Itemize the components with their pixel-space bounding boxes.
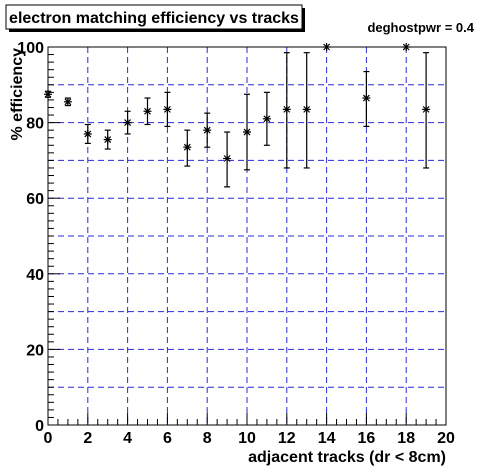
x-tick-label: 0 (44, 430, 53, 447)
chart-title: electron matching efficiency vs tracks (9, 10, 299, 27)
data-points (44, 43, 431, 188)
data-point (282, 52, 291, 169)
data-point (302, 52, 311, 169)
marker-stroke (203, 126, 211, 134)
y-tick-label: 40 (26, 267, 44, 284)
x-tick-label: 8 (203, 430, 212, 447)
x-tick-labels: 0 2 4 6 8 10 12 14 16 18 20 (44, 430, 455, 447)
marker-stroke (323, 43, 331, 51)
chart-annotation: deghostpwr = 0.4 (367, 20, 474, 35)
marker-stroke (44, 90, 52, 98)
y-tick-labels: 0 20 40 60 80 100 (17, 40, 44, 435)
data-point (203, 112, 212, 148)
y-tick-label: 100 (17, 40, 44, 57)
marker-stroke (223, 155, 231, 162)
data-point (83, 123, 92, 144)
x-tick-label: 12 (278, 430, 296, 447)
marker-stroke (243, 128, 251, 136)
y-tick-label: 20 (26, 342, 44, 359)
data-point (223, 131, 232, 188)
data-point (362, 70, 371, 127)
marker-stroke (144, 107, 151, 115)
title-box: electron matching efficiency vs tracks (5, 4, 305, 32)
data-point (262, 91, 271, 146)
marker-stroke (183, 143, 191, 151)
marker-stroke (402, 43, 410, 51)
y-axis-title: % efficiency (9, 48, 26, 141)
data-point (402, 43, 411, 51)
marker-stroke (84, 130, 92, 138)
data-point (44, 90, 52, 99)
marker-stroke (104, 136, 112, 144)
y-tick-label: 80 (26, 116, 44, 133)
x-tick-label: 6 (163, 430, 172, 447)
x-tick-label: 20 (437, 430, 455, 447)
marker-stroke (124, 119, 132, 127)
data-point (123, 110, 132, 135)
data-point (322, 43, 331, 51)
x-tick-label: 10 (238, 430, 256, 447)
x-tick-label: 18 (397, 430, 415, 447)
y-tick-label: 0 (35, 418, 44, 435)
data-point (243, 93, 251, 171)
data-point (103, 129, 112, 150)
x-tick-label: 14 (318, 430, 336, 447)
y-tick-label: 60 (26, 191, 44, 208)
x-axis-title: adjacent tracks (dr < 8cm) (248, 449, 446, 466)
data-point (63, 97, 72, 107)
x-tick-label: 16 (358, 430, 376, 447)
marker-stroke (303, 105, 311, 113)
data-point (422, 52, 431, 169)
marker-stroke (422, 105, 430, 113)
data-point (183, 129, 192, 167)
marker-stroke (263, 115, 271, 123)
x-tick-label: 2 (83, 430, 92, 447)
data-point (143, 97, 152, 126)
axis-ticks (47, 46, 447, 426)
data-point (163, 91, 172, 127)
x-tick-label: 4 (123, 430, 132, 447)
marker-stroke (362, 94, 370, 102)
marker-stroke (163, 105, 171, 113)
marker-stroke (64, 98, 72, 106)
marker-stroke (283, 105, 291, 113)
